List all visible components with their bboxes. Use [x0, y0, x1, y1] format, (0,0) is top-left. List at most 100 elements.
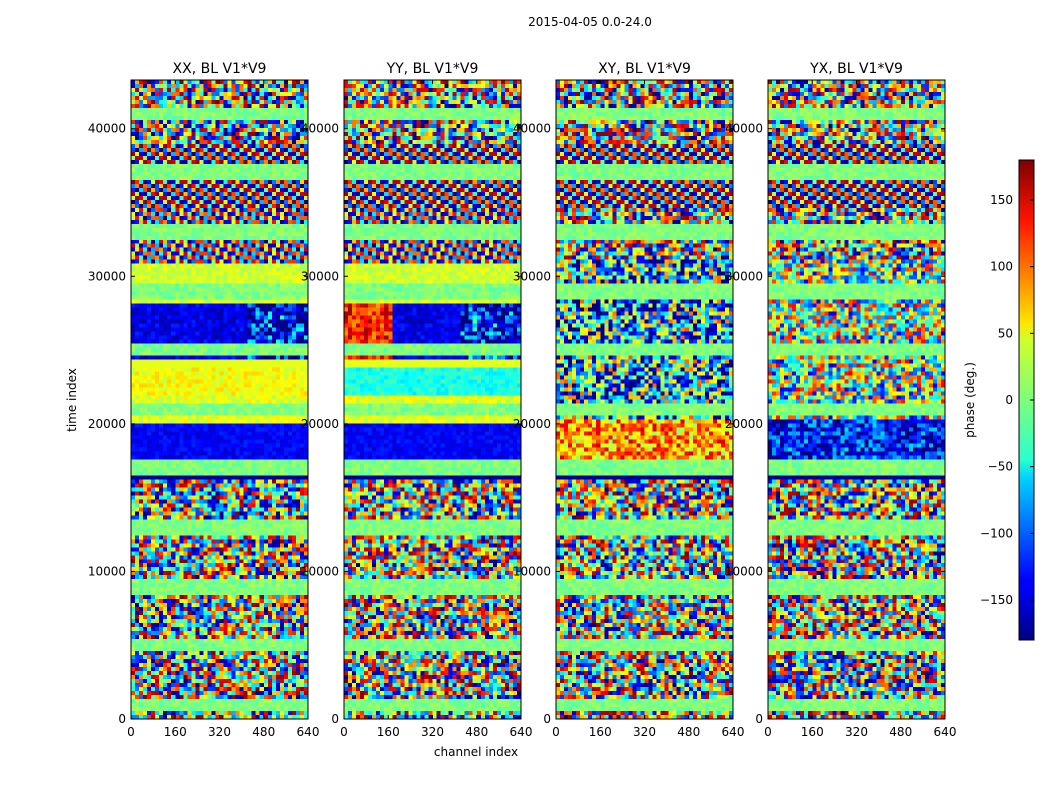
- heatmap-cell: [199, 376, 203, 380]
- heatmap-cell: [236, 447, 240, 451]
- heatmap-cell: [135, 236, 139, 240]
- heatmap-cell: [240, 208, 244, 212]
- heatmap-cell: [167, 431, 171, 435]
- heatmap-cell: [191, 164, 195, 168]
- heatmap-cell: [232, 296, 236, 300]
- heatmap-cell: [252, 208, 256, 212]
- heatmap-cell: [224, 304, 228, 308]
- heatmap-cell: [272, 256, 276, 260]
- heatmap-cell: [240, 244, 244, 248]
- heatmap-cell: [183, 128, 187, 132]
- heatmap-cell: [179, 396, 183, 400]
- heatmap-cell: [147, 384, 151, 388]
- heatmap-cell: [224, 128, 228, 132]
- heatmap-cell: [276, 252, 280, 256]
- heatmap-cell: [155, 423, 159, 427]
- heatmap-cell: [296, 403, 300, 407]
- heatmap-cell: [167, 403, 171, 407]
- heatmap-cell: [139, 124, 143, 128]
- heatmap-cell: [300, 471, 304, 475]
- heatmap-cell: [264, 96, 268, 100]
- heatmap-cell: [280, 280, 284, 284]
- heatmap-cell: [211, 451, 215, 455]
- heatmap-cell: [300, 360, 304, 364]
- heatmap-cell: [171, 168, 175, 172]
- heatmap-cell: [300, 256, 304, 260]
- heatmap-cell: [211, 92, 215, 96]
- heatmap-cell: [268, 435, 272, 439]
- heatmap-cell: [151, 336, 155, 340]
- heatmap-cell: [179, 503, 183, 507]
- heatmap-cell: [248, 352, 252, 356]
- heatmap-cell: [155, 320, 159, 324]
- heatmap-cell: [151, 376, 155, 380]
- heatmap-cell: [232, 276, 236, 280]
- heatmap-cell: [224, 356, 228, 360]
- heatmap-cell: [207, 124, 211, 128]
- heatmap-cell: [264, 192, 268, 196]
- heatmap-cell: [139, 431, 143, 435]
- heatmap-cell: [135, 423, 139, 427]
- heatmap-cell: [236, 316, 240, 320]
- heatmap-cell: [272, 336, 276, 340]
- heatmap-cell: [292, 312, 296, 316]
- heatmap-cell: [220, 352, 224, 356]
- heatmap-cell: [195, 124, 199, 128]
- heatmap-cell: [232, 344, 236, 348]
- heatmap-cell: [256, 336, 260, 340]
- heatmap-cell: [296, 388, 300, 392]
- heatmap-cell: [207, 439, 211, 443]
- heatmap-cell: [256, 196, 260, 200]
- heatmap-cell: [187, 308, 191, 312]
- heatmap-cell: [248, 224, 252, 228]
- heatmap-cell: [203, 144, 207, 148]
- heatmap-cell: [139, 384, 143, 388]
- heatmap-cell: [280, 316, 284, 320]
- heatmap-cell: [232, 463, 236, 467]
- heatmap-cell: [135, 144, 139, 148]
- heatmap-cell: [151, 427, 155, 431]
- heatmap-cell: [264, 308, 268, 312]
- heatmap-cell: [135, 459, 139, 463]
- heatmap-cell: [215, 292, 219, 296]
- heatmap-cell: [183, 392, 187, 396]
- heatmap-cell: [139, 216, 143, 220]
- heatmap-cell: [175, 487, 179, 491]
- heatmap-cell: [203, 228, 207, 232]
- heatmap-cell: [276, 340, 280, 344]
- heatmap-cell: [191, 344, 195, 348]
- heatmap-cell: [268, 443, 272, 447]
- heatmap-cell: [236, 272, 240, 276]
- heatmap-cell: [292, 459, 296, 463]
- heatmap-cell: [199, 312, 203, 316]
- heatmap-cell: [276, 204, 280, 208]
- heatmap-cell: [143, 372, 147, 376]
- heatmap-cell: [268, 407, 272, 411]
- heatmap-cell: [244, 232, 248, 236]
- heatmap-cell: [248, 344, 252, 348]
- heatmap-cell: [264, 411, 268, 415]
- heatmap-cell: [187, 380, 191, 384]
- heatmap-cell: [232, 316, 236, 320]
- heatmap-cell: [179, 312, 183, 316]
- heatmap-cell: [155, 292, 159, 296]
- heatmap-cell: [179, 196, 183, 200]
- heatmap-cell: [199, 220, 203, 224]
- heatmap-cell: [300, 439, 304, 443]
- heatmap-cell: [151, 256, 155, 260]
- heatmap-cell: [236, 419, 240, 423]
- heatmap-cell: [207, 360, 211, 364]
- heatmap-cell: [135, 284, 139, 288]
- heatmap-cell: [175, 252, 179, 256]
- heatmap-cell: [220, 483, 224, 487]
- heatmap-cell: [232, 168, 236, 172]
- heatmap-cell: [203, 248, 207, 252]
- heatmap-cell: [220, 176, 224, 180]
- heatmap-cell: [199, 108, 203, 112]
- heatmap-cell: [236, 431, 240, 435]
- heatmap-cell: [260, 264, 264, 268]
- heatmap-cell: [284, 120, 288, 124]
- heatmap-cell: [220, 212, 224, 216]
- heatmap-cell: [224, 447, 228, 451]
- heatmap-cell: [268, 240, 272, 244]
